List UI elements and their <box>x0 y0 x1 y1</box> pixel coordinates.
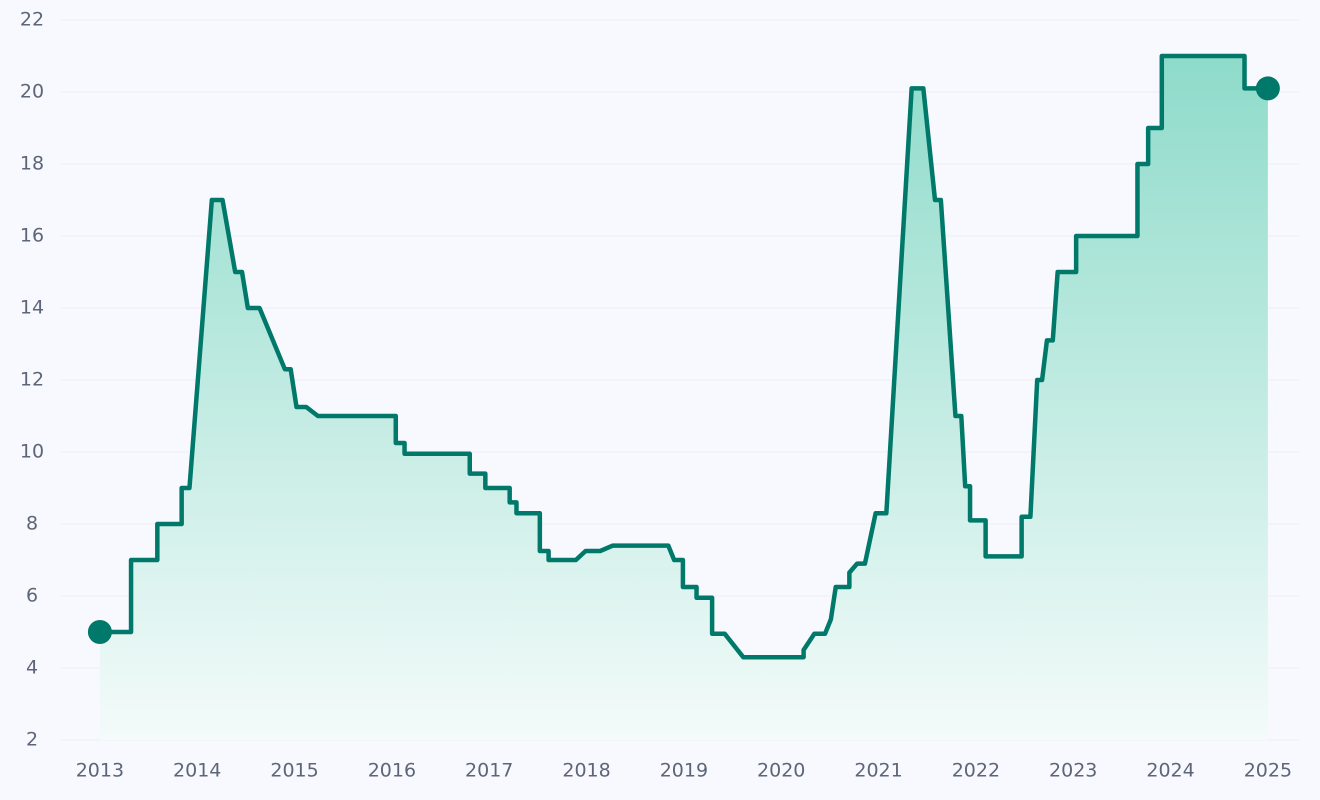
y-tick-label: 12 <box>20 369 44 391</box>
line <box>99 53 1268 660</box>
x-tick-label: 2021 <box>854 760 902 782</box>
x-tick-label: 2022 <box>952 760 1000 782</box>
y-tick-label: 22 <box>20 9 44 31</box>
y-tick-label: 4 <box>26 657 38 679</box>
x-tick-label: 2024 <box>1146 760 1194 782</box>
y-tick-label: 14 <box>20 297 44 319</box>
y-tick-label: 16 <box>20 225 44 247</box>
x-tick-label: 2023 <box>1049 760 1097 782</box>
x-tick-label: 2025 <box>1244 760 1292 782</box>
x-tick-label: 2020 <box>757 760 805 782</box>
y-tick-label: 18 <box>20 153 44 175</box>
y-tick-label: 10 <box>20 441 44 463</box>
x-tick-label: 2015 <box>270 760 318 782</box>
x-tick-label: 2019 <box>660 760 708 782</box>
y-tick-label: 2 <box>26 729 38 751</box>
end-marker <box>87 620 112 644</box>
y-tick-label: 8 <box>26 513 38 535</box>
x-tick-label: 2017 <box>465 760 513 782</box>
area <box>99 56 1268 740</box>
x-tick-label: 2014 <box>173 760 221 782</box>
x-tick-label: 2018 <box>562 760 610 782</box>
y-tick-label: 6 <box>26 585 38 607</box>
y-tick-label: 20 <box>20 81 44 103</box>
x-tick-label: 2016 <box>368 760 416 782</box>
end-marker <box>1255 76 1280 101</box>
x-tick-label: 2013 <box>76 760 124 782</box>
